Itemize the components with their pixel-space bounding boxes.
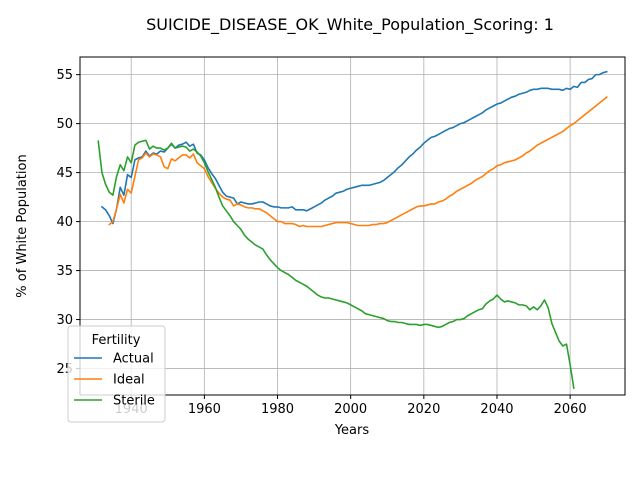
legend-items: Actual Ideal Sterile (74, 352, 155, 409)
y-tick-label: 55 (56, 68, 73, 83)
plot-frame (79, 56, 626, 396)
legend-label-sterile: Sterile (113, 394, 155, 409)
chart-title: SUICIDE_DISEASE_OK_White_Population_Scor… (146, 15, 554, 35)
y-tick-label: 50 (56, 117, 73, 132)
y-tick-label: 40 (56, 215, 73, 230)
series-line-sterile (97, 139, 575, 390)
y-axis-label: % of White Population (15, 154, 30, 297)
series-line-ideal (108, 96, 608, 228)
legend-label-actual: Actual (113, 352, 154, 367)
series-line-actual (100, 70, 608, 225)
x-tick-label: 2020 (407, 402, 440, 417)
x-axis-label: Years (334, 423, 370, 438)
x-tick-label: 2000 (334, 402, 367, 417)
x-tick-label: 1960 (188, 402, 221, 417)
y-tick-label: 45 (56, 166, 73, 181)
y-tick-label: 35 (56, 264, 73, 279)
x-tick-label: 2040 (480, 402, 513, 417)
legend-label-ideal: Ideal (113, 373, 145, 388)
x-tick-label: 2060 (554, 402, 587, 417)
legend-title: Fertility (92, 333, 141, 348)
x-tick-label: 1980 (261, 402, 294, 417)
grid (80, 57, 625, 395)
y-tick-label: 30 (56, 313, 73, 328)
legend: Fertility Actual Ideal Sterile (67, 325, 166, 423)
legend-frame (67, 325, 166, 423)
series-group (97, 70, 608, 390)
